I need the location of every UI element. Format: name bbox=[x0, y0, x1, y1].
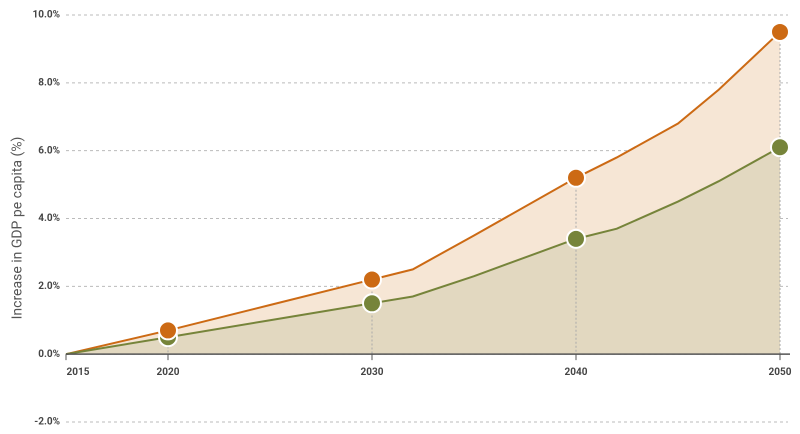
x-tick-label: 2050 bbox=[769, 367, 792, 378]
point bbox=[770, 21, 790, 42]
point bbox=[566, 228, 586, 249]
y-tick-label: -2.0% bbox=[34, 417, 60, 428]
y-tick-label: 8.0% bbox=[38, 77, 60, 88]
y-tick-label: 2.0% bbox=[38, 281, 60, 292]
line bbox=[65, 146, 781, 356]
point bbox=[770, 137, 790, 158]
x-tick-label: 2040 bbox=[565, 367, 588, 378]
y-tick-label: 0.0% bbox=[38, 349, 60, 360]
area-band bbox=[66, 31, 780, 355]
x-tick-label: 2015 bbox=[67, 367, 90, 378]
point bbox=[566, 167, 586, 188]
y-tick-label: 10.0% bbox=[32, 10, 60, 21]
y-tick-label: 4.0% bbox=[38, 213, 60, 224]
point bbox=[362, 293, 382, 314]
x-tick-label: 2030 bbox=[361, 367, 384, 378]
y-tick-label: 6.0% bbox=[38, 145, 60, 156]
point bbox=[158, 320, 178, 341]
y-axis-label: Increase in GDP pe capita (%) bbox=[10, 137, 26, 320]
line bbox=[65, 31, 781, 356]
x-tick-label: 2020 bbox=[157, 367, 180, 378]
point bbox=[362, 269, 382, 290]
area-base bbox=[66, 147, 780, 355]
